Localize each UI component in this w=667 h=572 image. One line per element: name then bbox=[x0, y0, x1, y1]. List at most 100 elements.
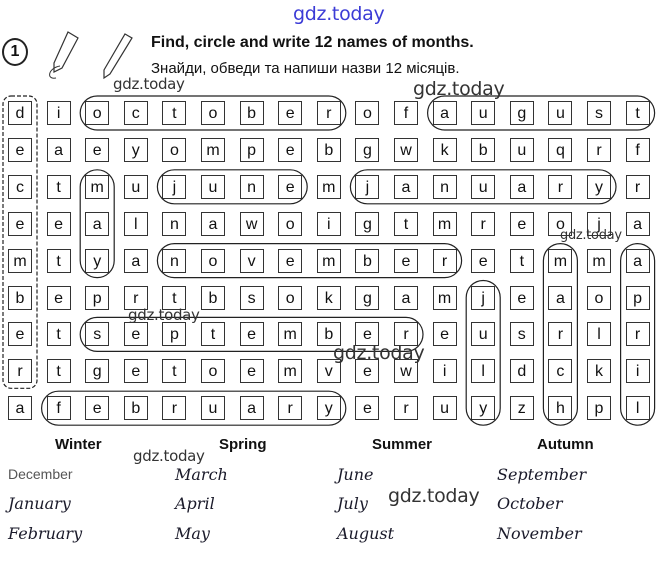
grid-cell: e bbox=[355, 322, 380, 347]
grid-cell: b bbox=[471, 137, 496, 162]
circle-october bbox=[79, 95, 347, 131]
answer-autumn-3: November bbox=[497, 524, 582, 543]
watermark: gdz.today bbox=[388, 485, 480, 507]
grid-cell: t bbox=[46, 248, 71, 273]
grid-cell: e bbox=[123, 359, 148, 384]
grid-cell: g bbox=[355, 137, 380, 162]
grid-cell: o bbox=[587, 285, 611, 310]
grid-cell: j bbox=[587, 211, 611, 236]
grid-cell: n bbox=[162, 211, 187, 236]
grid-cell: m bbox=[201, 137, 225, 162]
grid-cell: n bbox=[432, 174, 457, 199]
circle-february bbox=[40, 390, 347, 426]
grid-cell: t bbox=[46, 174, 71, 199]
grid-cell: m bbox=[548, 248, 573, 273]
grid-cell: q bbox=[548, 137, 573, 162]
answer-winter-1: December bbox=[8, 466, 73, 482]
grid-cell: o bbox=[201, 248, 225, 273]
grid-cell: f bbox=[394, 101, 418, 125]
answer-summer-1: June bbox=[337, 465, 374, 484]
grid-cell: e bbox=[239, 322, 264, 347]
grid-cell: y bbox=[471, 396, 496, 421]
grid-cell: e bbox=[46, 285, 71, 310]
grid-cell: y bbox=[316, 396, 341, 421]
grid-cell: r bbox=[471, 211, 496, 236]
grid-cell: a bbox=[123, 248, 148, 273]
grid-cell: y bbox=[123, 137, 148, 162]
grid-cell: f bbox=[625, 137, 650, 162]
grid-cell: i bbox=[316, 211, 341, 236]
grid-cell: r bbox=[625, 322, 650, 347]
grid-cell: m bbox=[278, 359, 303, 384]
grid-cell: e bbox=[394, 248, 418, 273]
instruction-english: Find, circle and write 12 names of month… bbox=[151, 34, 474, 51]
grid-cell: m bbox=[316, 174, 341, 199]
grid-cell: l bbox=[123, 211, 148, 236]
watermark: gdz.today bbox=[133, 447, 205, 465]
grid-cell: m bbox=[85, 174, 110, 199]
grid-cell: m bbox=[432, 285, 457, 310]
grid-cell: t bbox=[625, 101, 650, 125]
grid-cell: e bbox=[432, 322, 457, 347]
circle-september bbox=[79, 316, 424, 352]
grid-cell: u bbox=[201, 396, 225, 421]
grid-cell: k bbox=[587, 359, 611, 384]
grid-cell: b bbox=[201, 285, 225, 310]
grid-cell: e bbox=[123, 322, 148, 347]
grid-cell: v bbox=[239, 248, 264, 273]
grid-cell: r bbox=[162, 396, 187, 421]
circle-april bbox=[619, 243, 656, 426]
answer-autumn-1: September bbox=[497, 465, 587, 484]
grid-cell: a bbox=[46, 137, 71, 162]
grid-cell: u bbox=[509, 137, 534, 162]
circle-july bbox=[465, 279, 501, 426]
grid-cell: n bbox=[239, 174, 264, 199]
grid-cell: l bbox=[587, 322, 611, 347]
grid-cell: r bbox=[394, 396, 418, 421]
grid-cell: c bbox=[8, 174, 32, 199]
grid-cell: i bbox=[625, 359, 650, 384]
season-heading-summer: Summer bbox=[372, 436, 433, 453]
grid-cell: v bbox=[316, 359, 341, 384]
grid-cell: e bbox=[85, 137, 110, 162]
grid-cell: o bbox=[85, 101, 110, 125]
season-heading-winter: Winter bbox=[55, 436, 102, 453]
grid-cell: a bbox=[201, 211, 225, 236]
grid-cell: s bbox=[587, 101, 611, 125]
grid-cell: e bbox=[8, 211, 32, 236]
grid-cell: u bbox=[201, 174, 225, 199]
grid-cell: b bbox=[355, 248, 380, 273]
grid-cell: i bbox=[432, 359, 457, 384]
grid-cell: a bbox=[394, 174, 418, 199]
grid-cell: s bbox=[509, 322, 534, 347]
grid-cell: r bbox=[123, 285, 148, 310]
grid-cell: t bbox=[162, 285, 187, 310]
watermark: gdz.today bbox=[293, 3, 385, 25]
grid-cell: u bbox=[471, 174, 496, 199]
grid-cell: r bbox=[587, 137, 611, 162]
grid-cell: w bbox=[394, 137, 418, 162]
grid-cell: y bbox=[587, 174, 611, 199]
exercise-number: 1 bbox=[2, 38, 28, 66]
grid-cell: t bbox=[162, 359, 187, 384]
grid-cell: p bbox=[625, 285, 650, 310]
answer-summer-3: August bbox=[337, 524, 395, 543]
grid-cell: r bbox=[8, 359, 32, 384]
grid-cell: t bbox=[162, 101, 187, 125]
grid-cell: e bbox=[278, 174, 303, 199]
grid-cell: u bbox=[123, 174, 148, 199]
grid-cell: e bbox=[355, 359, 380, 384]
grid-cell: r bbox=[548, 174, 573, 199]
grid-cell: t bbox=[46, 359, 71, 384]
grid-cell: e bbox=[278, 248, 303, 273]
answer-spring-3: May bbox=[175, 524, 210, 543]
season-heading-spring: Spring bbox=[219, 436, 267, 453]
grid-cell: e bbox=[8, 322, 32, 347]
grid-cell: r bbox=[394, 322, 418, 347]
grid-cell: d bbox=[8, 101, 32, 125]
watermark: gdz.today bbox=[128, 306, 200, 324]
grid-cell: d bbox=[509, 359, 534, 384]
grid-cell: e bbox=[509, 285, 534, 310]
grid-cell: a bbox=[625, 211, 650, 236]
grid-cell: e bbox=[85, 396, 110, 421]
